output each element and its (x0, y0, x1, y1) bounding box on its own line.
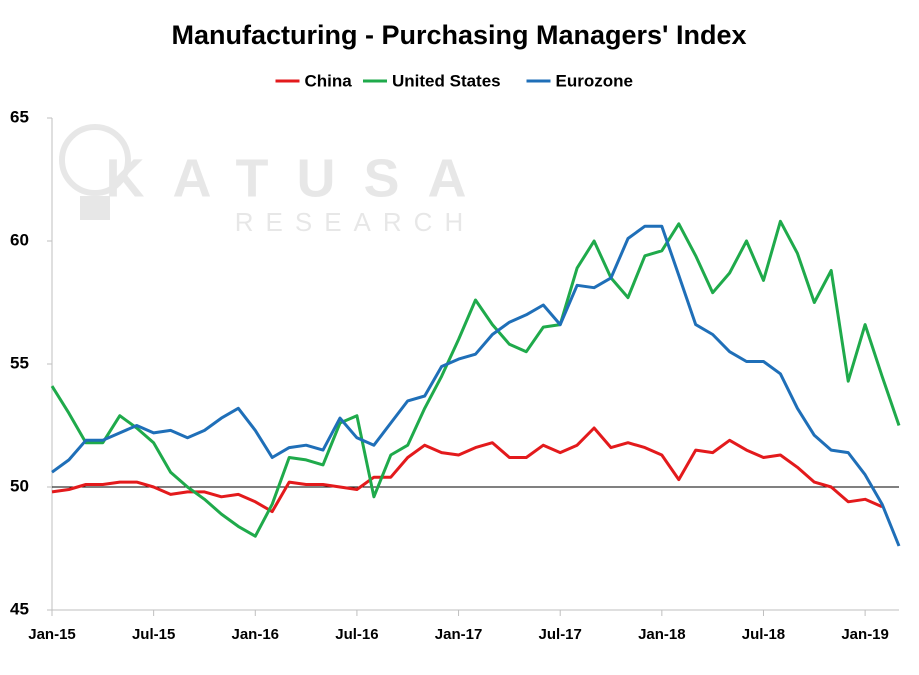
x-tick-label: Jan-15 (28, 626, 76, 643)
series-line (50, 219, 901, 538)
x-tick-label: Jan-18 (638, 626, 686, 643)
legend-label: China (305, 71, 353, 90)
x-tick-label: Jan-17 (435, 626, 483, 643)
y-tick-label: 65 (10, 107, 29, 126)
watermark: KATUSA RESEARCH (59, 124, 495, 237)
legend-label: Eurozone (556, 71, 633, 90)
x-tick-label: Jul-18 (742, 626, 785, 643)
x-tick-label: Jul-16 (335, 626, 378, 643)
x-tick-label: Jan-19 (841, 626, 889, 643)
y-tick-label: 60 (10, 230, 29, 249)
y-tick-label: 55 (10, 353, 29, 372)
watermark-text: RESEARCH (235, 207, 475, 237)
y-tick-label: 50 (10, 476, 29, 495)
y-tick-label: 45 (10, 599, 29, 618)
legend-item: China (275, 71, 353, 90)
watermark-icon (80, 196, 110, 220)
series-line (51, 426, 883, 514)
chart-title: Manufacturing - Purchasing Managers' Ind… (171, 20, 746, 50)
series-line (51, 224, 901, 547)
watermark-icon (59, 124, 131, 196)
x-tick-label: Jul-17 (539, 626, 582, 643)
legend-item: Eurozone (526, 71, 633, 90)
legend-label: United States (392, 71, 501, 90)
watermark-text: KATUSA (106, 148, 495, 208)
x-tick-label: Jul-15 (132, 626, 175, 643)
x-tick-label: Jan-16 (232, 626, 280, 643)
legend-item: United States (363, 71, 501, 90)
